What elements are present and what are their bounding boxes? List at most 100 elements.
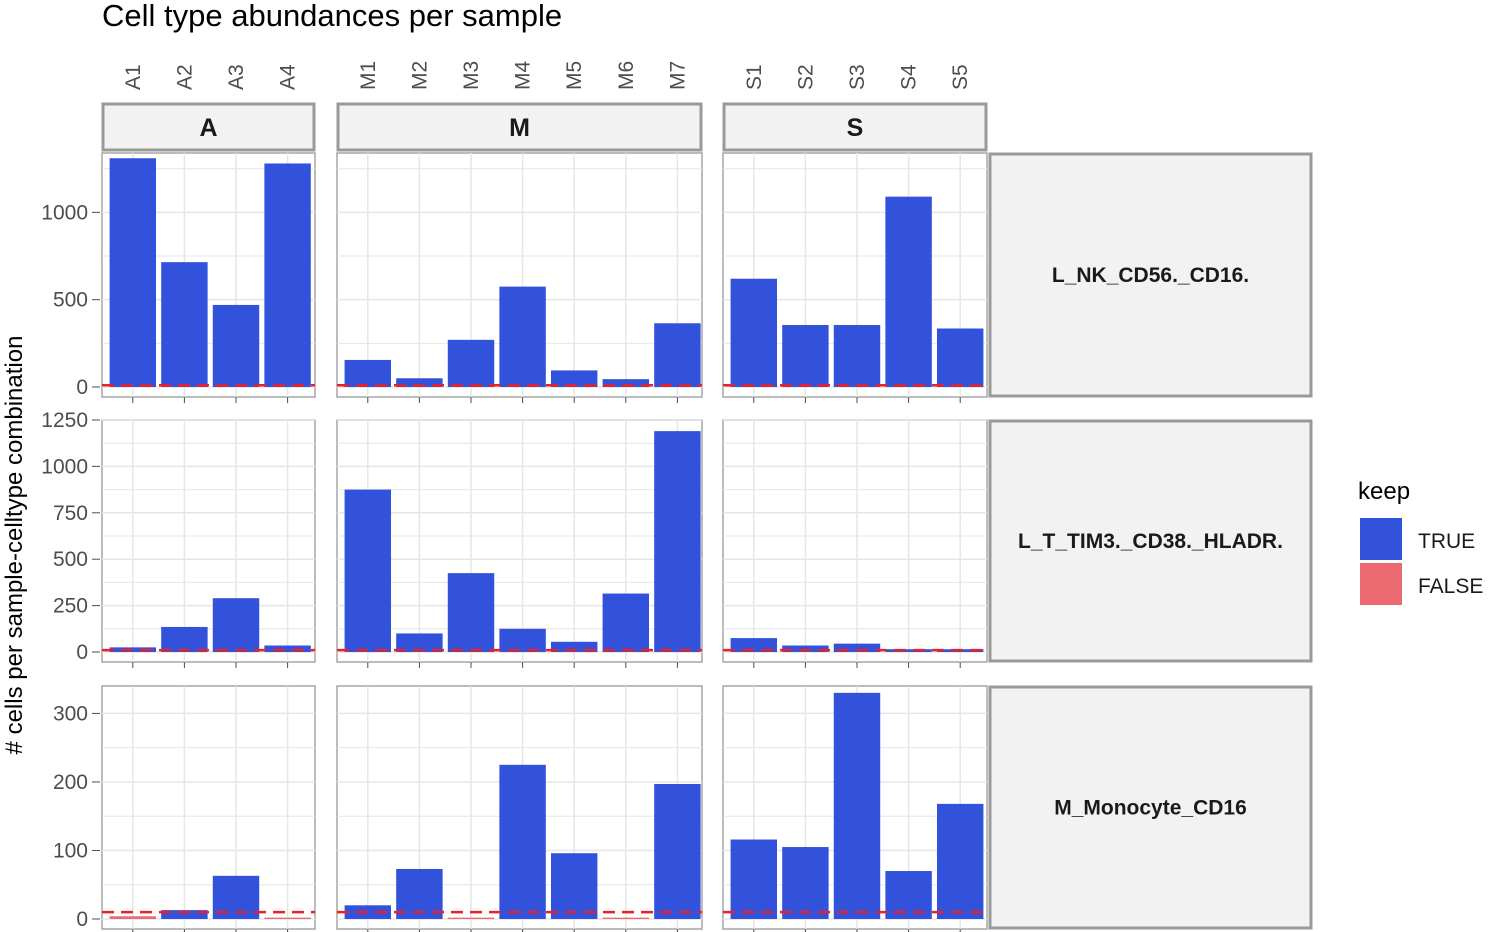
panel-M-row-2 (336, 419, 703, 668)
y-tick-label: 0 (76, 908, 88, 931)
y-tick-label: 200 (53, 771, 88, 794)
panel-S-row-3 (722, 685, 988, 932)
x-tick-label: M2 (408, 61, 431, 90)
strip-column-A (101, 102, 316, 152)
bar-M3 (447, 339, 495, 387)
legend-title: keep (1358, 478, 1410, 505)
panel-M-row-3 (336, 685, 703, 932)
x-tick-label: A3 (225, 64, 248, 90)
y-tick-label: 300 (53, 702, 88, 725)
bar-S4 (885, 196, 932, 387)
panel-M-row-1 (336, 152, 703, 403)
chart-title: Cell type abundances per sample (102, 0, 562, 33)
bar-S3 (833, 692, 881, 919)
legend-swatch (1360, 563, 1402, 605)
bar-S1 (730, 638, 778, 652)
y-tick-label: 0 (76, 376, 88, 399)
bar-A2 (161, 626, 208, 652)
y-tick-label: 1000 (41, 455, 88, 478)
panel-frame (101, 419, 316, 663)
legend-swatch (1360, 518, 1402, 560)
y-tick-label: 1000 (41, 201, 88, 224)
panel-frame (101, 685, 316, 930)
panel-A-row-1 (101, 152, 316, 403)
bar-A2 (161, 910, 208, 919)
x-tick-label: M4 (512, 61, 535, 90)
bar-M2 (396, 633, 443, 652)
bar-A4 (264, 163, 311, 387)
strip-row (988, 152, 1313, 398)
bar-M2 (396, 868, 443, 919)
bar-A1 (109, 158, 157, 387)
bar-S2 (782, 645, 829, 652)
bar-M2 (396, 378, 443, 387)
bar-M6 (602, 379, 650, 387)
bar-A3 (212, 304, 260, 387)
x-tick-label: M1 (357, 61, 380, 90)
y-axis-label: # cells per sample-celltype combination (1, 336, 28, 755)
bar-M4 (499, 628, 546, 652)
bar-A3 (212, 598, 260, 652)
y-tick-label: 0 (76, 641, 88, 664)
y-tick-label: 750 (53, 502, 88, 525)
strip-column-label: M (509, 114, 530, 142)
x-tick-label: S2 (794, 64, 817, 90)
strip-row-label: L_T_TIM3._CD38._HLADR. (1018, 530, 1283, 553)
bar-S2 (782, 325, 829, 387)
bar-S4 (885, 649, 932, 652)
strip-column-label: A (199, 114, 217, 142)
strip-column-M (336, 102, 703, 152)
bar-S3 (833, 325, 881, 387)
x-tick-label: A2 (173, 64, 196, 90)
bar-S1 (730, 278, 778, 387)
panel-A-row-2 (101, 419, 316, 668)
plot-area: A A1 A2 A3 A4 M M1 M2 M3 M4 M5 M6 M7 S S1 S2 S3 S4 S5 L_NK_… (41, 61, 1313, 932)
bar-M4 (499, 764, 546, 919)
strip-row-label: M_Monocyte_CD16 (1054, 797, 1247, 820)
bar-S2 (782, 847, 829, 919)
x-tick-label: S3 (846, 64, 869, 90)
x-tick-label: M7 (666, 61, 689, 90)
bar-M1 (344, 359, 392, 387)
strip-row (988, 419, 1313, 663)
y-tick-label: 100 (53, 839, 88, 862)
y-tick-label: 250 (53, 595, 88, 618)
panel-frame (722, 419, 988, 663)
bar-S1 (730, 839, 778, 919)
bar-A4 (264, 917, 311, 919)
bar-S5 (936, 803, 984, 919)
bar-M6 (602, 593, 650, 652)
bar-M7 (654, 431, 701, 652)
bar-S5 (936, 328, 984, 387)
x-tick-label: M6 (615, 61, 638, 90)
strip-row (988, 685, 1313, 930)
panel-A-row-3 (101, 685, 316, 932)
x-tick-label: A1 (122, 64, 145, 90)
strip-row-label: L_NK_CD56._CD16. (1052, 264, 1249, 287)
y-tick-label: 500 (53, 548, 88, 571)
bar-S3 (833, 643, 881, 652)
x-tick-label: S1 (743, 64, 766, 90)
legend-label: TRUE (1418, 530, 1475, 553)
bar-M7 (654, 783, 701, 919)
bar-M5 (550, 370, 598, 387)
x-tick-label: S4 (898, 64, 921, 90)
y-tick-label: 500 (53, 289, 88, 312)
panel-S-row-2 (722, 419, 988, 668)
bar-A2 (161, 262, 208, 387)
x-tick-label: M5 (563, 61, 586, 90)
bar-M5 (550, 853, 598, 919)
legend: keep TRUE FALSE (1358, 478, 1483, 605)
bar-M3 (447, 573, 495, 652)
legend-label: FALSE (1418, 575, 1483, 598)
strip-column-label: S (847, 114, 864, 142)
bar-M5 (550, 641, 598, 652)
y-tick-label: 1250 (41, 409, 88, 432)
bar-M1 (344, 489, 392, 652)
bar-A4 (264, 645, 311, 652)
x-tick-label: M3 (460, 61, 483, 90)
x-tick-label: S5 (949, 64, 972, 90)
bar-M4 (499, 286, 546, 387)
bar-M7 (654, 323, 701, 387)
